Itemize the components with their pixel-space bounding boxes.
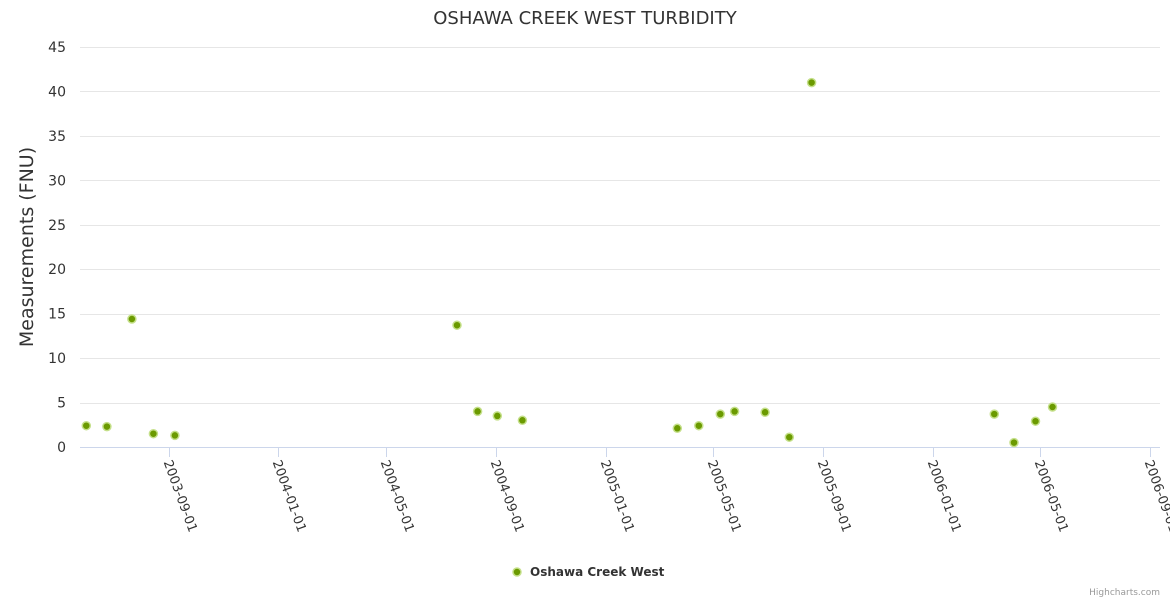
y-tick-label: 20 <box>48 262 66 278</box>
y-tick-label: 25 <box>48 218 66 234</box>
data-point[interactable] <box>102 421 112 432</box>
data-point[interactable] <box>517 415 528 426</box>
data-point[interactable] <box>1047 402 1058 412</box>
data-point[interactable] <box>672 423 683 434</box>
y-tick-label: 10 <box>48 351 66 367</box>
data-point[interactable] <box>81 420 92 431</box>
data-point[interactable] <box>989 409 1000 419</box>
data-point[interactable] <box>760 407 770 418</box>
data-point[interactable] <box>148 428 159 439</box>
y-tick-label: 35 <box>48 129 66 145</box>
series-oshawa-creek-west[interactable] <box>81 77 1058 448</box>
y-tick-label: 5 <box>57 396 66 412</box>
data-point[interactable] <box>1030 416 1041 426</box>
data-point[interactable] <box>694 420 704 431</box>
data-point[interactable] <box>715 409 726 419</box>
y-tick-label: 40 <box>48 84 66 100</box>
y-tick-label: 0 <box>57 440 66 456</box>
y-axis-ticks: 0 5 10 15 20 25 30 35 40 45 <box>48 40 66 456</box>
y-tick-label: 45 <box>48 40 66 56</box>
data-point[interactable] <box>452 320 462 330</box>
legend-item-oshawa-creek-west[interactable]: Oshawa Creek West <box>530 565 665 579</box>
data-point[interactable] <box>472 406 483 417</box>
credits-link[interactable]: Highcharts.com <box>1089 588 1160 598</box>
data-point[interactable] <box>784 432 795 442</box>
y-tick-label: 15 <box>48 307 66 323</box>
legend[interactable]: Oshawa Creek West <box>512 565 665 579</box>
data-point[interactable] <box>806 77 817 88</box>
y-tick-label: 30 <box>48 173 66 189</box>
data-point[interactable] <box>170 430 180 441</box>
data-point[interactable] <box>127 314 137 324</box>
data-point[interactable] <box>1009 437 1019 448</box>
data-point[interactable] <box>492 411 503 421</box>
data-point[interactable] <box>729 406 740 417</box>
chart-title: OSHAWA CREEK WEST TURBIDITY <box>433 8 737 29</box>
legend-marker <box>512 567 522 577</box>
gridlines <box>80 47 1160 404</box>
y-axis-title: Measurements (FNU) <box>16 147 38 347</box>
